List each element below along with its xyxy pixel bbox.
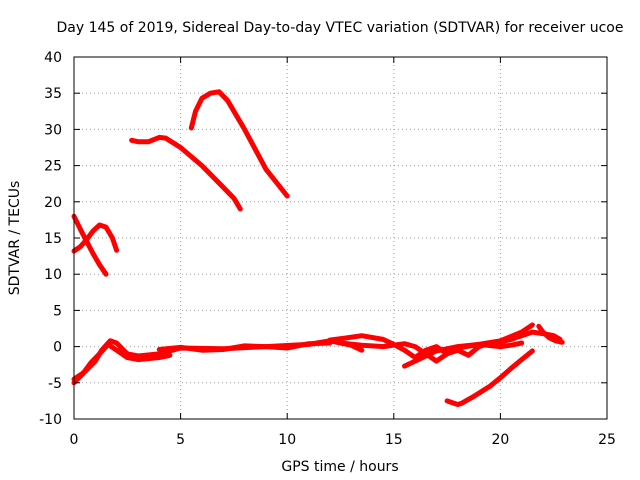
- y-tick-label: 15: [44, 231, 62, 247]
- x-tick-labels: 0 5 10 15 20 25: [70, 432, 616, 448]
- y-tick-label: 40: [44, 50, 62, 66]
- x-tick-label: 5: [176, 432, 185, 448]
- grid: [74, 57, 607, 419]
- plot-frame: [73, 56, 608, 420]
- y-tick-label: 20: [44, 195, 62, 211]
- x-tick-label: 0: [70, 432, 79, 448]
- series-arc-c: [129, 134, 243, 212]
- x-tick-label: 20: [491, 432, 509, 448]
- y-tick-label: 35: [44, 86, 62, 102]
- y-axis-label: SDTVAR / TECUs: [7, 181, 23, 296]
- series-arc-f: [71, 341, 173, 386]
- series-arc-k: [493, 329, 563, 346]
- x-tick-label: 10: [278, 432, 296, 448]
- series-arc-b: [71, 222, 120, 254]
- y-tick-label: 25: [44, 159, 62, 175]
- series-layer: [71, 89, 565, 407]
- x-tick-label: 25: [598, 432, 616, 448]
- series-arc-j: [402, 340, 525, 369]
- y-tick-label: 30: [44, 122, 62, 138]
- series-arc-d: [188, 89, 290, 199]
- ticks: [73, 56, 608, 420]
- series-arc-l: [536, 323, 565, 345]
- y-tick-label: 5: [53, 303, 62, 319]
- y-tick-label: -10: [39, 412, 62, 428]
- y-tick-label: 10: [44, 267, 62, 283]
- series-arc-g: [156, 340, 333, 353]
- y-tick-label: -5: [48, 376, 62, 392]
- series-arc-a: [71, 213, 109, 277]
- y-tick-labels: -10 -5 0 5 10 15 20 25 30 35 40: [39, 50, 62, 428]
- chart-title: Day 145 of 2019, Sidereal Day-to-day VTE…: [57, 20, 624, 36]
- series-arc-m: [444, 348, 535, 407]
- x-axis-label: GPS time / hours: [281, 459, 398, 475]
- y-tick-label: 0: [53, 340, 62, 356]
- x-tick-label: 15: [385, 432, 403, 448]
